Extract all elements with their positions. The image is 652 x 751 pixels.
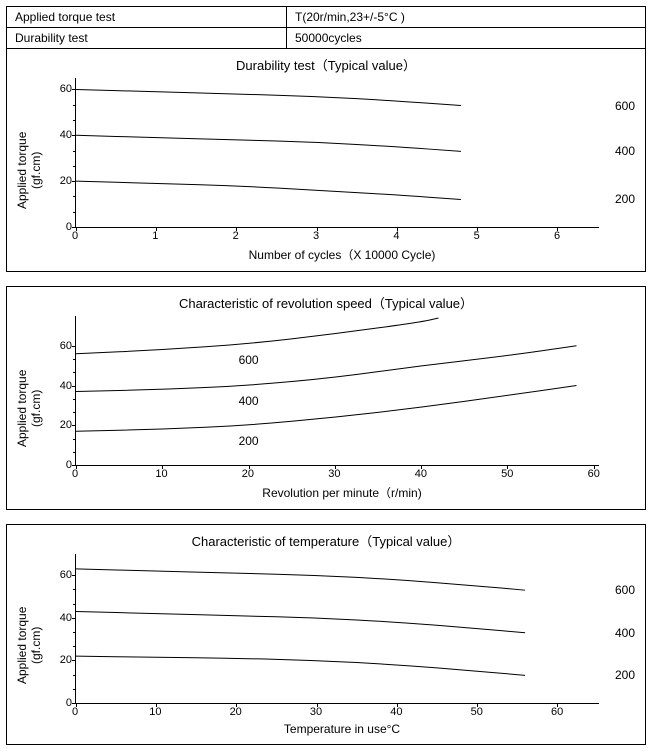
plot-column: 02040606004002000123456Number of cycles（… bbox=[45, 78, 639, 263]
series-line bbox=[76, 89, 461, 105]
x-tick-label: 5 bbox=[474, 230, 480, 242]
y-tick-label: 40 bbox=[52, 612, 72, 624]
x-tick-label: 50 bbox=[501, 468, 513, 480]
x-tick-label: 0 bbox=[72, 230, 78, 242]
y-axis-label: Applied torque(gf.cm) bbox=[13, 554, 45, 736]
series-label: 400 bbox=[615, 144, 635, 158]
y-tick-label: 40 bbox=[52, 380, 72, 392]
charts-container: Durability test（Typical value）Applied to… bbox=[6, 49, 646, 745]
x-tick-label: 2 bbox=[233, 230, 239, 242]
y-axis-label: Applied torque(gf.cm) bbox=[13, 316, 45, 501]
series-line bbox=[76, 346, 577, 392]
series-line bbox=[76, 569, 525, 590]
x-tick-label: 1 bbox=[152, 230, 158, 242]
x-tick-label: 60 bbox=[588, 468, 600, 480]
chart-temperature: Characteristic of temperature（Typical va… bbox=[6, 524, 646, 745]
x-tick-label: 10 bbox=[155, 468, 167, 480]
plot-column: 02040606004002000102030405060Temperature… bbox=[45, 554, 639, 736]
plot-column: 02040606004002000102030405060Revolution … bbox=[45, 316, 639, 501]
y-tick-label: 20 bbox=[52, 654, 72, 666]
series-svg bbox=[76, 316, 599, 465]
series-line bbox=[76, 611, 525, 632]
y-tick-label: 60 bbox=[52, 83, 72, 95]
y-tick-label: 0 bbox=[52, 221, 72, 233]
y-tick-label: 20 bbox=[52, 419, 72, 431]
x-tick-label: 60 bbox=[551, 706, 563, 718]
series-line bbox=[76, 656, 525, 675]
series-line bbox=[76, 386, 577, 432]
chart-durability: Durability test（Typical value）Applied to… bbox=[6, 49, 646, 272]
chart-title: Characteristic of revolution speed（Typic… bbox=[13, 291, 639, 316]
chart-title: Durability test（Typical value） bbox=[13, 53, 639, 78]
series-label: 200 bbox=[615, 192, 635, 206]
plot-area: 0204060600400200 bbox=[75, 78, 599, 228]
series-line bbox=[76, 135, 461, 151]
series-label: 400 bbox=[615, 626, 635, 640]
spec-label: Durability test bbox=[7, 28, 287, 48]
x-tick-label: 0 bbox=[72, 468, 78, 480]
chart-body: Applied torque(gf.cm)0204060600400200010… bbox=[13, 316, 639, 501]
spec-table: Applied torque test T(20r/min,23+/-5°C )… bbox=[6, 6, 646, 49]
x-tick-label: 40 bbox=[390, 706, 402, 718]
x-tick-label: 4 bbox=[393, 230, 399, 242]
x-tick-label: 0 bbox=[72, 706, 78, 718]
x-axis: 0 10 20 30 40 50 60 bbox=[75, 466, 599, 482]
y-tick-label: 40 bbox=[52, 129, 72, 141]
plot-area: 0204060600400200 bbox=[75, 316, 599, 466]
y-tick-label: 60 bbox=[52, 340, 72, 352]
spec-label: Applied torque test bbox=[7, 7, 287, 27]
y-tick-label: 60 bbox=[52, 569, 72, 581]
x-axis: 0 1 2 3 4 5 6 bbox=[75, 228, 599, 244]
series-svg bbox=[76, 78, 599, 227]
chart-title: Characteristic of temperature（Typical va… bbox=[13, 529, 639, 554]
y-tick-label: 20 bbox=[52, 175, 72, 187]
x-axis-label: Number of cycles（X 10000 Cycle) bbox=[45, 246, 639, 263]
x-axis-label: Revolution per minute（r/min) bbox=[45, 484, 639, 501]
x-tick-label: 20 bbox=[242, 468, 254, 480]
x-tick-label: 40 bbox=[415, 468, 427, 480]
series-line bbox=[76, 181, 461, 199]
x-axis: 0 10 20 30 40 50 60 bbox=[75, 704, 599, 720]
series-line bbox=[76, 318, 438, 354]
series-label: 600 bbox=[615, 99, 635, 113]
spec-value: T(20r/min,23+/-5°C ) bbox=[287, 7, 645, 27]
x-axis-label: Temperature in use°C bbox=[45, 722, 639, 736]
y-tick-label: 0 bbox=[52, 697, 72, 709]
chart-body: Applied torque(gf.cm)0204060600400200010… bbox=[13, 554, 639, 736]
x-tick-label: 10 bbox=[149, 706, 161, 718]
plot-area: 0204060600400200 bbox=[75, 554, 599, 704]
x-tick-label: 3 bbox=[313, 230, 319, 242]
x-tick-label: 30 bbox=[328, 468, 340, 480]
x-tick-label: 20 bbox=[230, 706, 242, 718]
y-axis-label: Applied torque(gf.cm) bbox=[13, 78, 45, 263]
x-tick-label: 30 bbox=[310, 706, 322, 718]
chart-speed: Characteristic of revolution speed（Typic… bbox=[6, 286, 646, 510]
y-tick-label: 0 bbox=[52, 459, 72, 471]
x-tick-label: 6 bbox=[554, 230, 560, 242]
x-tick-label: 50 bbox=[471, 706, 483, 718]
series-label: 600 bbox=[615, 583, 635, 597]
chart-body: Applied torque(gf.cm)0204060600400200012… bbox=[13, 78, 639, 263]
spec-row: Durability test 50000cycles bbox=[7, 28, 645, 48]
series-svg bbox=[76, 554, 599, 703]
spec-value: 50000cycles bbox=[287, 28, 645, 48]
series-label: 200 bbox=[615, 668, 635, 682]
spec-row: Applied torque test T(20r/min,23+/-5°C ) bbox=[7, 7, 645, 28]
